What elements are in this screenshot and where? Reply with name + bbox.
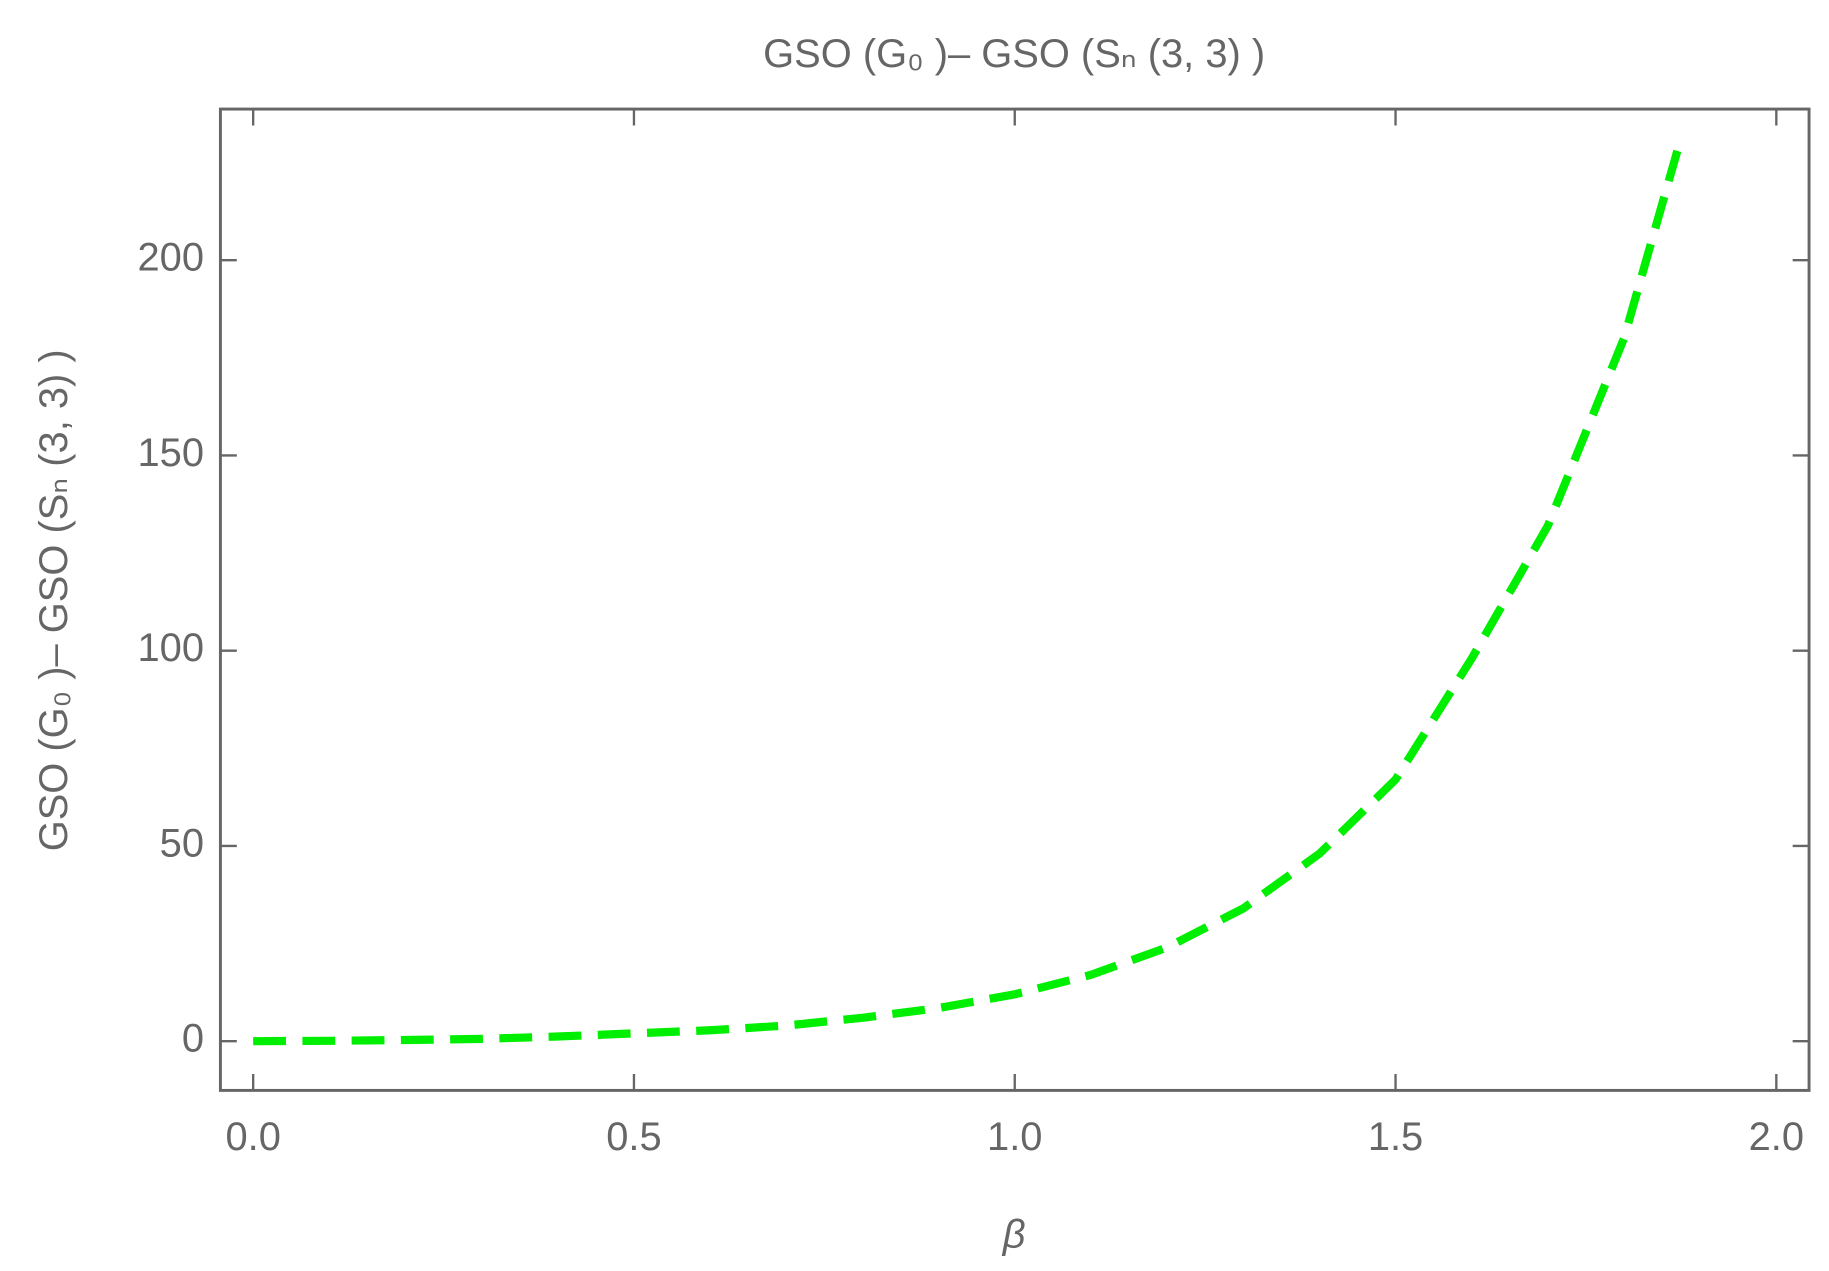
plot-frame xyxy=(218,107,1811,1092)
y-axis-label: GSO (G₀ )– GSO (Sₙ (3, 3) ) xyxy=(32,349,76,851)
y-tick-label: 150 xyxy=(137,431,204,475)
chart-title: GSO (G₀ )– GSO (Sₙ (3, 3) ) xyxy=(763,32,1265,76)
y-tick-label: 100 xyxy=(137,626,204,670)
x-tick-label: 1.0 xyxy=(987,1115,1042,1159)
x-tick-label: 0.0 xyxy=(225,1115,280,1159)
y-tick-label: 50 xyxy=(160,821,204,865)
data-line xyxy=(253,149,1682,1046)
x-tick-label: 0.5 xyxy=(606,1115,661,1159)
x-tick-label: 1.5 xyxy=(1368,1115,1423,1159)
x-tick-label: 2.0 xyxy=(1749,1115,1804,1159)
x-axis-label: β xyxy=(1002,1212,1026,1256)
y-tick-label: 0 xyxy=(182,1017,204,1061)
y-tick-label: 200 xyxy=(137,236,204,280)
